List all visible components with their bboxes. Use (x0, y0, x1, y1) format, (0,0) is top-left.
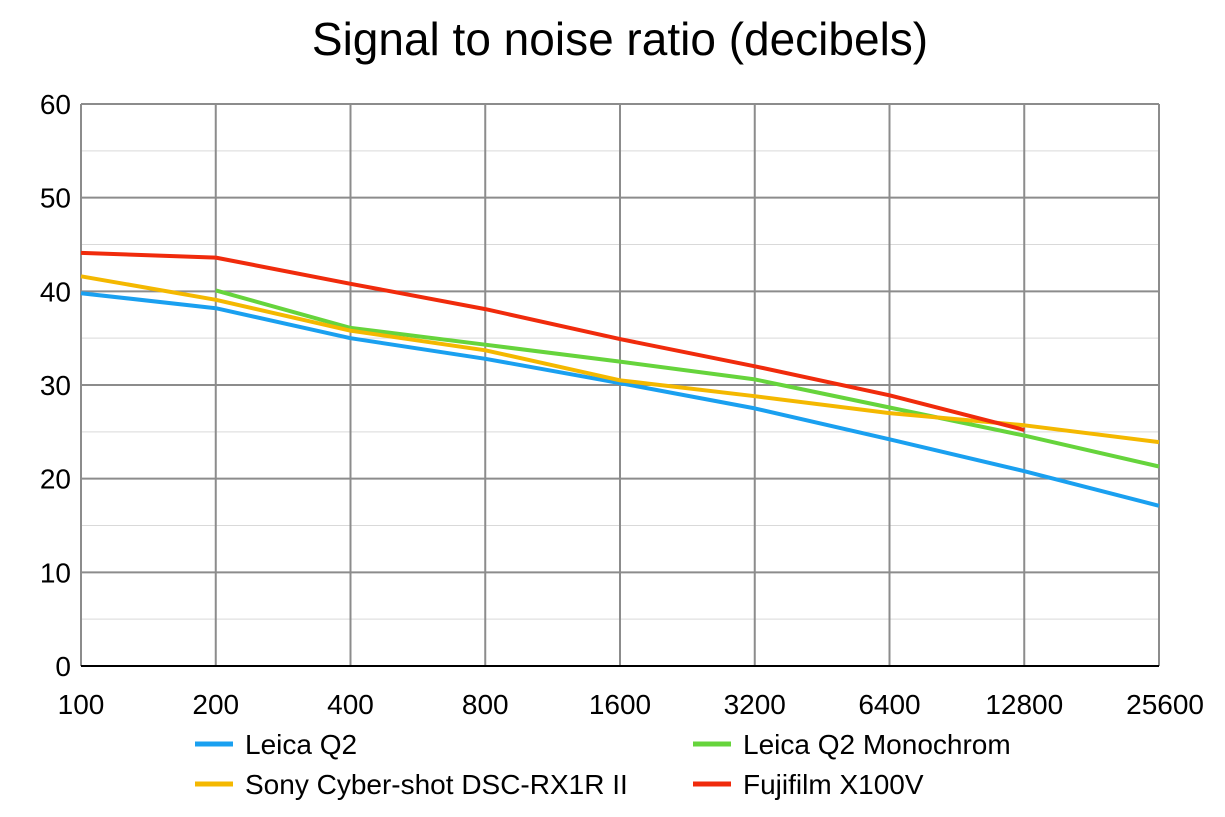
axis-layer: 0 10 20 30 40 50 60 100 200 400 800 1600 3200 6400 128… (40, 89, 1204, 720)
x-tick-label: 25600 (1126, 689, 1204, 720)
series-layer (80, 250, 1160, 508)
grid-layer (81, 103, 1160, 666)
x-tick-label: 1600 (589, 689, 651, 720)
series-line-sony-cyber-shot-dsc-rx1r-ii (80, 274, 1160, 445)
y-tick-label: 20 (40, 464, 71, 495)
x-tick-label: 100 (58, 689, 105, 720)
series-line-fujifilm-x100v (80, 250, 1025, 432)
x-tick-label: 3200 (724, 689, 786, 720)
y-tick-label: 10 (40, 557, 71, 588)
y-tick-label: 30 (40, 370, 71, 401)
x-tick-label: 200 (192, 689, 239, 720)
legend-label-sony-cyber-shot-dsc-rx1r-ii: Sony Cyber-shot DSC-RX1R II (245, 769, 628, 800)
x-tick-label: 12800 (985, 689, 1063, 720)
y-tick-label: 60 (40, 89, 71, 120)
series-line-leica-q2-monochrom (215, 288, 1160, 469)
legend: Leica Q2 Leica Q2 Monochrom Sony Cyber-sho… (195, 729, 1011, 800)
series-line-leica-q2 (80, 291, 1160, 508)
x-tick-label: 400 (327, 689, 374, 720)
legend-label-leica-q2: Leica Q2 (245, 729, 357, 760)
legend-label-fujifilm-x100v: Fujifilm X100V (743, 769, 924, 800)
y-tick-label: 0 (55, 651, 71, 682)
x-tick-label: 6400 (858, 689, 920, 720)
legend-label-leica-q2-monochrom: Leica Q2 Monochrom (743, 729, 1011, 760)
y-tick-label: 40 (40, 276, 71, 307)
y-tick-label: 50 (40, 183, 71, 214)
x-tick-label: 800 (462, 689, 509, 720)
chart-title: Signal to noise ratio (decibels) (312, 13, 928, 65)
